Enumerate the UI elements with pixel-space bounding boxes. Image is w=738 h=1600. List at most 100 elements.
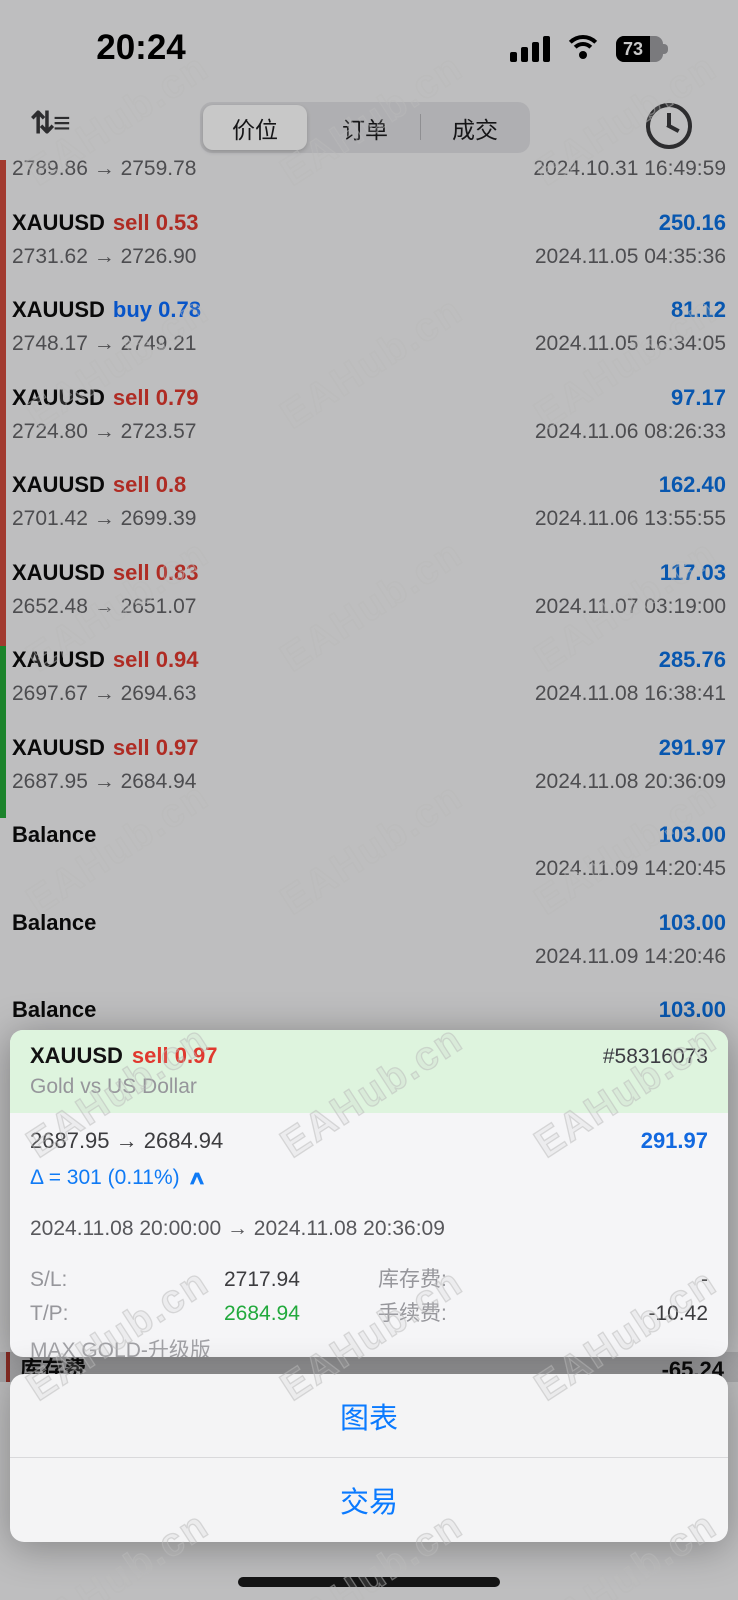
deal-row[interactable]: XAUUSD sell 0.83 117.03 2652.48 → 2651.07… xyxy=(0,546,738,634)
cellular-signal-icon xyxy=(510,36,550,62)
balance-row[interactable]: Balance 103.00 xyxy=(0,983,738,1071)
swap-value: - xyxy=(701,1268,708,1291)
balance-time: 2024.11.09 14:20:45 xyxy=(534,857,726,880)
deal-detail-body: 2687.95 → 2684.94 291.97 Δ = 301 (0.11%)… xyxy=(10,1128,728,1357)
swap-label: 库存费: xyxy=(378,1268,447,1291)
chart-button[interactable]: 图表 xyxy=(339,1402,398,1435)
deal-time: 2024.11.05 04:35:36 xyxy=(534,244,726,268)
deal-symbol: XAUUSD xyxy=(12,647,105,672)
action-sheet: 图表 交易 xyxy=(10,1374,728,1542)
balance-amount: 103.00 xyxy=(658,822,726,847)
deal-profit: 285.76 xyxy=(658,647,726,672)
commission-label: 手续费: xyxy=(378,1302,447,1325)
deal-symbol: XAUUSD xyxy=(12,734,105,760)
deal-profit: 117.03 xyxy=(659,559,726,585)
balance-label: Balance xyxy=(12,822,97,847)
deal-symbol: XAUUSD xyxy=(12,384,105,410)
balance-row[interactable]: Balance 103.00 2024.11.09 14:20:45 xyxy=(0,808,738,896)
deal-prices: 2701.42 → 2699.39 xyxy=(12,507,197,530)
deal-row[interactable]: XAUUSD sell 0.53 250.16 2731.62 → 2726.90… xyxy=(0,196,738,284)
deals-list: 2789.86 → 2759.78 2024.10.31 16:49:59 XA… xyxy=(0,160,738,1600)
deal-profit: 81.12 xyxy=(670,297,726,322)
deal-row[interactable]: XAUUSD sell 0.79 97.17 2724.80 → 2723.57 … xyxy=(0,371,738,459)
detail-profit: 291.97 xyxy=(640,1128,708,1153)
detail-ticket-number: #58316073 xyxy=(602,1045,708,1068)
deal-symbol: XAUUSD xyxy=(12,472,105,497)
deal-time: 2024.11.06 13:55:55 xyxy=(534,507,726,530)
deal-time: 2024.11.07 03:19:00 xyxy=(534,594,726,618)
deal-symbol: XAUUSD xyxy=(12,297,105,322)
balance-amount: 103.00 xyxy=(658,997,726,1022)
chevron-up-icon: ∧ xyxy=(186,1167,207,1189)
deal-action: sell 0.97 xyxy=(112,734,199,760)
deal-detail-sheet: XAUUSD sell 0.97 #58316073 Gold vs US Dol… xyxy=(10,1030,728,1357)
deal-symbol: XAUUSD xyxy=(12,209,105,235)
tab-prices[interactable]: 价位 xyxy=(200,102,310,153)
loss-indicator-bar xyxy=(0,160,6,646)
deal-action: buy 0.78 xyxy=(112,297,201,322)
deal-action: sell 0.8 xyxy=(112,472,187,497)
detail-symbol-description: Gold vs US Dollar xyxy=(30,1075,197,1098)
deal-prices: 2731.62 → 2726.90 xyxy=(12,244,197,268)
deal-profit: 162.40 xyxy=(658,472,726,497)
deal-row[interactable]: XAUUSD sell 0.97 291.97 2687.95 → 2684.94… xyxy=(0,721,738,809)
deal-time: 2024.11.08 20:36:09 xyxy=(534,769,726,793)
deal-symbol: XAUUSD xyxy=(12,559,105,585)
status-time: 20:24 xyxy=(96,28,186,67)
profit-indicator-bar xyxy=(0,646,6,818)
balance-row[interactable]: Balance 103.00 2024.11.09 14:20:46 xyxy=(0,896,738,984)
wifi-icon xyxy=(563,35,603,63)
tab-orders[interactable]: 订单 xyxy=(342,116,388,143)
segment-divider xyxy=(420,114,421,140)
battery-percent: 73 xyxy=(622,39,644,59)
detail-delta-toggle[interactable]: Δ = 301 (0.11%) ∧ xyxy=(30,1166,708,1190)
deal-prices: 2687.95 → 2684.94 xyxy=(12,769,197,793)
history-period-clock-icon[interactable] xyxy=(646,103,692,149)
deal-prices: 2748.17 → 2749.21 xyxy=(12,332,197,355)
balance-label: Balance xyxy=(12,909,97,935)
detail-action: sell 0.97 xyxy=(131,1043,218,1068)
detail-comment: MAX GOLD-升级版 xyxy=(30,1339,211,1357)
tab-segmented-control: 价位 订单 成交 xyxy=(200,102,530,153)
deal-time: 2024.11.05 16:34:05 xyxy=(534,332,726,355)
tp-label: T/P: xyxy=(30,1302,69,1325)
deal-prices: 2724.80 → 2723.57 xyxy=(12,419,197,443)
sort-icon[interactable]: ⇅≡ xyxy=(30,107,71,140)
detail-time-range: 2024.11.08 20:00:00 → 2024.11.08 20:36:0… xyxy=(30,1217,445,1240)
tab-deals[interactable]: 成交 xyxy=(452,116,498,143)
commission-value: -10.42 xyxy=(648,1302,708,1325)
deal-profit: 291.97 xyxy=(658,734,726,760)
status-icons: 73 xyxy=(510,33,668,65)
deal-prices: 2652.48 → 2651.07 xyxy=(12,594,197,618)
deal-time: 2024.11.06 08:26:33 xyxy=(534,419,726,443)
deal-action: sell 0.53 xyxy=(112,209,199,235)
home-indicator[interactable] xyxy=(238,1577,500,1587)
balance-label: Balance xyxy=(12,997,97,1022)
deal-row[interactable]: XAUUSD sell 0.8 162.40 2701.42 → 2699.39 … xyxy=(0,458,738,546)
deal-time: 2024.11.08 16:38:41 xyxy=(534,682,726,705)
detail-prices: 2687.95 → 2684.94 xyxy=(30,1128,224,1153)
deal-row[interactable]: XAUUSD buy 0.78 81.12 2748.17 → 2749.21 2… xyxy=(0,283,738,371)
deal-time: 2024.10.31 16:49:59 xyxy=(533,160,726,180)
detail-fields-grid: S/L: 2717.94 库存费: - T/P: 2684.94 手续费: -1… xyxy=(30,1263,708,1331)
balance-amount: 103.00 xyxy=(658,909,726,935)
deal-prices: 2697.67 → 2694.63 xyxy=(12,682,197,705)
status-bar: 20:24 73 xyxy=(0,0,738,95)
deal-profit: 97.17 xyxy=(670,384,726,410)
balance-time: 2024.11.09 14:20:46 xyxy=(534,944,726,968)
tp-value: 2684.94 xyxy=(224,1302,300,1325)
sl-label: S/L: xyxy=(30,1268,68,1291)
detail-symbol: XAUUSD xyxy=(30,1043,123,1068)
battery-icon: 73 xyxy=(616,36,668,62)
row-indicator-bar xyxy=(6,1352,10,1382)
deal-profit: 250.16 xyxy=(658,209,726,235)
toolbar: ⇅≡ 价位 订单 成交 xyxy=(0,95,738,160)
deal-action: sell 0.94 xyxy=(112,647,199,672)
trade-button[interactable]: 交易 xyxy=(339,1486,398,1519)
deal-row[interactable]: XAUUSD sell 0.94 285.76 2697.67 → 2694.63… xyxy=(0,633,738,721)
deal-row[interactable]: 2789.86 → 2759.78 2024.10.31 16:49:59 xyxy=(0,160,738,196)
action-sheet-divider xyxy=(10,1457,728,1458)
deal-action: sell 0.83 xyxy=(112,559,199,585)
